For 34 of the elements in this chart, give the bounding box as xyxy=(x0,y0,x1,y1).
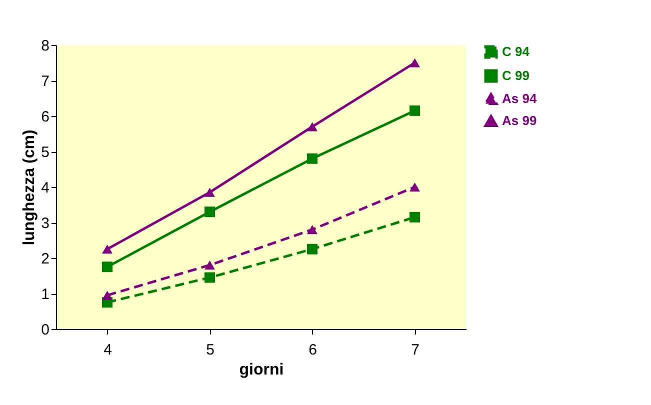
y-tick-label: 4 xyxy=(41,180,50,196)
x-tick-label: 5 xyxy=(206,342,214,358)
point xyxy=(410,182,420,192)
point xyxy=(204,272,215,283)
point xyxy=(307,244,318,254)
point xyxy=(102,244,112,254)
point xyxy=(410,58,420,68)
x-axis-title: giorni xyxy=(239,362,284,378)
y-tick-label: 0 xyxy=(41,322,50,338)
y-tick-label: 5 xyxy=(41,144,50,161)
y-tick-label: 2 xyxy=(41,250,50,268)
legend-label: C 94 xyxy=(502,44,530,59)
x-tick-label: 7 xyxy=(411,342,420,358)
legend-label: As 94 xyxy=(502,91,538,106)
point xyxy=(204,260,215,270)
point xyxy=(410,212,420,222)
point xyxy=(307,122,318,132)
y-tick-label: 1 xyxy=(41,286,50,303)
point xyxy=(307,153,318,164)
point xyxy=(410,105,420,116)
legend-label: C 99 xyxy=(502,68,530,83)
y-tick-label: 8 xyxy=(41,38,50,54)
legend-label: As 99 xyxy=(502,113,537,128)
point xyxy=(204,206,215,218)
y-tick-label: 6 xyxy=(41,108,50,126)
y-axis-title: lunghezza (cm) xyxy=(21,130,38,246)
y-tick-label: 3 xyxy=(41,215,50,232)
y-tick-label: 7 xyxy=(41,73,50,90)
point xyxy=(102,290,112,300)
point xyxy=(204,188,215,197)
point xyxy=(102,262,112,272)
point xyxy=(307,225,318,234)
x-tick-label: 4 xyxy=(104,342,112,358)
x-tick-label: 6 xyxy=(308,342,317,358)
